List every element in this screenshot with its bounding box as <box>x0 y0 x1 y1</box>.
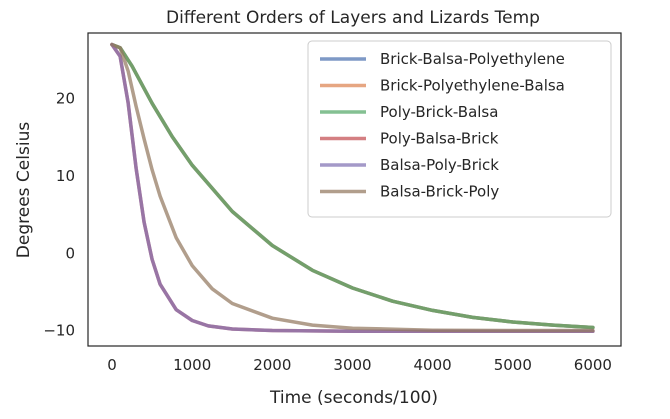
x-axis: 0 1000 2000 3000 4000 5000 6000 <box>107 356 612 374</box>
legend-box <box>307 40 612 218</box>
y-tick-label-3: 20 <box>56 90 75 108</box>
legend-label-5: Balsa-Poly-Brick <box>380 156 499 174</box>
x-tick-label-0: 0 <box>107 356 117 374</box>
legend-label-6: Balsa-Brick-Poly <box>380 183 499 201</box>
legend-label-4: Poly-Balsa-Brick <box>380 130 499 148</box>
x-tick-label-4: 4000 <box>414 356 452 374</box>
legend-label-3: Poly-Brick-Balsa <box>380 103 498 121</box>
chart-title: Different Orders of Layers and Lizards T… <box>166 8 540 28</box>
y-axis: −10 0 10 20 <box>43 90 75 340</box>
plot-frame <box>87 32 622 347</box>
series-line-6 <box>110 42 595 333</box>
y-tick-label-1: 0 <box>65 244 75 262</box>
x-tick-label-1: 1000 <box>173 356 211 374</box>
x-tick-label-2: 2000 <box>253 356 291 374</box>
x-tick-label-3: 3000 <box>333 356 371 374</box>
series-line-3 <box>110 42 595 330</box>
legend-label-1: Brick-Balsa-Polyethylene <box>380 50 565 68</box>
legend-label-2: Brick-Polyethylene-Balsa <box>380 77 565 95</box>
x-tick-label-6: 6000 <box>574 356 612 374</box>
legend: Brick-Balsa-Polyethylene Brick-Polyethyle… <box>307 40 612 218</box>
y-axis-label: Degrees Celsius <box>14 122 34 259</box>
series-line-5 <box>110 42 595 334</box>
x-tick-label-5: 5000 <box>494 356 532 374</box>
x-axis-label: Time (seconds/100) <box>269 388 438 408</box>
y-tick-label-2: 10 <box>56 167 75 185</box>
y-tick-label-0: −10 <box>43 322 75 340</box>
plot-area <box>110 42 595 334</box>
